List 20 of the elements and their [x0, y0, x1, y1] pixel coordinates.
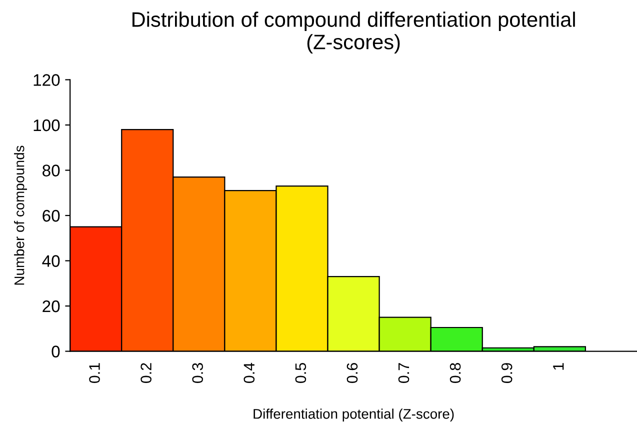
- x-tick-label: 0.4: [244, 362, 255, 384]
- x-tick-label: 0.8: [450, 363, 461, 384]
- x-tick-label: 1: [553, 363, 564, 370]
- x-tick-label: 0.3: [192, 363, 204, 384]
- x-tick-label: 0.6: [346, 363, 358, 384]
- y-tick-label: 60: [42, 210, 60, 222]
- x-tick-label: 0.1: [89, 363, 100, 384]
- y-axis-title: Number of compounds: [14, 146, 27, 285]
- x-axis-title: Differentiation potential (Z-score): [254, 408, 454, 422]
- chart-title: Distribution of compound differentiation potential (Z-scores): [132, 12, 575, 54]
- y-tick-label: 20: [42, 300, 60, 312]
- y-tick-label: 100: [34, 119, 60, 132]
- x-tick-label: 0.2: [140, 363, 152, 384]
- y-tick-label: 0: [52, 346, 60, 358]
- y-tick-label: 80: [42, 164, 60, 176]
- x-tick-label: 0.9: [501, 363, 512, 384]
- y-tick-label: 120: [34, 74, 60, 86]
- y-tick-label: 40: [42, 255, 60, 267]
- x-tick-label: 0.7: [398, 363, 410, 384]
- x-tick-label: 0.5: [295, 363, 306, 384]
